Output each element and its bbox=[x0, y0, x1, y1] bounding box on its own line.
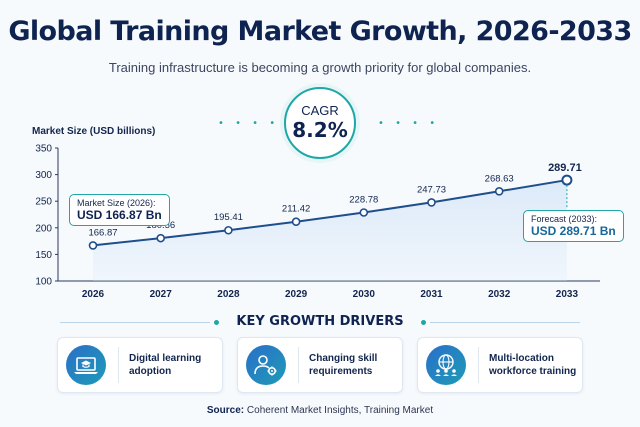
cagr-label: CAGR bbox=[301, 103, 339, 118]
card-separator bbox=[118, 347, 119, 383]
forecast-callout-label: Forecast (2033): bbox=[531, 214, 598, 224]
card-separator bbox=[478, 347, 479, 383]
source-note: Source: Coherent Market Insights, Traini… bbox=[0, 405, 640, 416]
start-value-callout: Market Size (2026): USD 166.87 Bn bbox=[69, 194, 170, 226]
data-label: 195.41 bbox=[214, 212, 243, 223]
data-label: 289.71 bbox=[548, 162, 582, 174]
person-gear-icon bbox=[246, 345, 286, 385]
data-point bbox=[291, 217, 301, 227]
y-tick-label: 100 bbox=[35, 277, 52, 288]
driver-card-multi-location: Multi-location workforce training bbox=[417, 337, 583, 393]
y-tick-label: 150 bbox=[35, 250, 52, 261]
driver-card-skill-requirements: Changing skill requirements bbox=[237, 337, 403, 393]
globe-people-icon bbox=[426, 345, 466, 385]
data-label: 268.63 bbox=[485, 173, 514, 184]
driver-label: Digital learning adoption bbox=[128, 353, 202, 377]
driver-label: Multi-location workforce training bbox=[488, 353, 577, 377]
forecast-callout-value: USD 289.71 Bn bbox=[531, 224, 616, 238]
page-title: Global Training Market Growth, 2026-2033 bbox=[8, 16, 632, 47]
data-point bbox=[494, 186, 504, 196]
drivers-divider-dot-right bbox=[421, 320, 426, 325]
data-point bbox=[359, 208, 369, 217]
data-point bbox=[427, 198, 436, 207]
data-label: 228.78 bbox=[349, 194, 378, 205]
x-tick-label: 2029 bbox=[285, 289, 308, 300]
driver-card-digital-learning: Digital learning adoption bbox=[57, 337, 223, 393]
x-tick-label: 2031 bbox=[420, 289, 443, 300]
start-callout-label: Market Size (2026): bbox=[77, 198, 156, 208]
y-tick-label: 300 bbox=[35, 170, 52, 181]
start-callout-value: USD 166.87 Bn bbox=[77, 208, 162, 222]
drivers-divider-dot-left bbox=[214, 320, 219, 325]
y-tick-label: 250 bbox=[35, 197, 52, 208]
data-label: 211.42 bbox=[282, 204, 310, 215]
page-subtitle: Training infrastructure is becoming a gr… bbox=[108, 60, 532, 75]
data-point bbox=[224, 225, 233, 235]
driver-label: Changing skill requirements bbox=[308, 353, 378, 377]
decorative-dots-left: • • • • bbox=[218, 118, 280, 129]
drivers-heading: KEY GROWTH DRIVERS bbox=[236, 314, 404, 329]
data-label: 247.73 bbox=[417, 184, 446, 195]
source-label: Source: bbox=[206, 405, 245, 416]
cagr-badge: CAGR 8.2% bbox=[280, 83, 360, 163]
x-tick-label: 2028 bbox=[217, 289, 240, 300]
x-tick-label: 2033 bbox=[556, 289, 579, 300]
data-label: 166.87 bbox=[88, 227, 117, 238]
data-point bbox=[156, 233, 165, 243]
data-point bbox=[561, 174, 573, 186]
x-tick-label: 2030 bbox=[353, 289, 376, 300]
y-axis-title: Market Size (USD billions) bbox=[32, 126, 156, 137]
drivers-divider-right bbox=[430, 322, 580, 323]
y-tick-label: 350 bbox=[35, 144, 52, 155]
series-line bbox=[92, 179, 568, 247]
line-chart: 100 150 200 250 300 350 2026 2027 2028 2029 2030 20… bbox=[35, 144, 600, 300]
laptop-graduation-cap-icon bbox=[66, 345, 106, 385]
cagr-value: 8.2% bbox=[292, 118, 348, 142]
card-separator bbox=[298, 347, 299, 383]
x-tick-label: 2026 bbox=[82, 289, 105, 300]
drivers-divider-left bbox=[60, 322, 210, 323]
data-point bbox=[88, 241, 98, 250]
x-tick-label: 2027 bbox=[150, 289, 173, 300]
source-text: Coherent Market Insights, Training Marke… bbox=[246, 405, 434, 416]
decorative-dots-right: • • • • bbox=[378, 118, 440, 129]
y-tick-label: 200 bbox=[35, 223, 52, 234]
x-tick-label: 2032 bbox=[488, 289, 511, 300]
forecast-callout: Forecast (2033): USD 289.71 Bn bbox=[523, 210, 624, 242]
area-fill bbox=[93, 180, 567, 281]
